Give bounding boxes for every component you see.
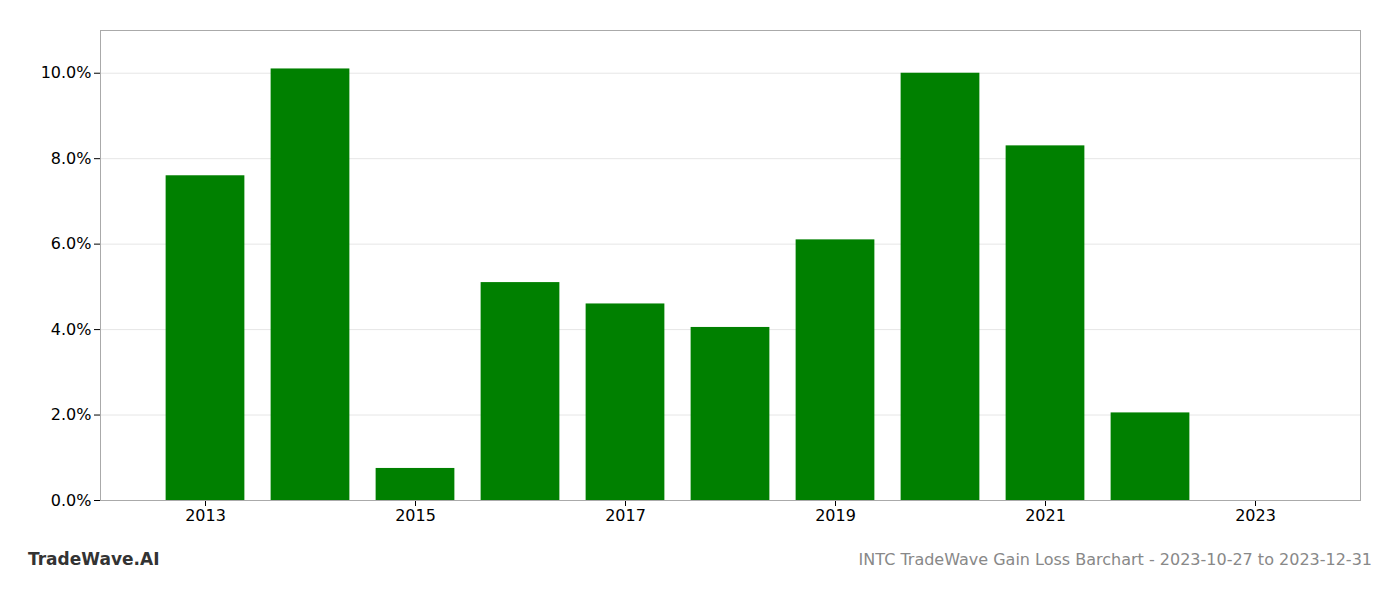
svg-text:2021: 2021 xyxy=(1025,506,1066,525)
svg-text:2023: 2023 xyxy=(1235,506,1276,525)
svg-text:2.0%: 2.0% xyxy=(51,405,92,424)
svg-text:2015: 2015 xyxy=(395,506,436,525)
html-text:TradeWave.AI: TradeWave.AI xyxy=(28,549,160,569)
svg-text:10.0%: 10.0% xyxy=(41,63,92,82)
svg-text:2017: 2017 xyxy=(605,506,646,525)
svg-text:8.0%: 8.0% xyxy=(51,149,92,168)
html-text:INTC TradeWave Gain Loss Barch: INTC TradeWave Gain Loss Barchart - 2023… xyxy=(858,550,1372,569)
svg-text:4.0%: 4.0% xyxy=(51,320,92,339)
svg-text:0.0%: 0.0% xyxy=(51,491,92,510)
svg-text:2019: 2019 xyxy=(815,506,856,525)
svg-text:6.0%: 6.0% xyxy=(51,234,92,253)
svg-text:2013: 2013 xyxy=(185,506,226,525)
